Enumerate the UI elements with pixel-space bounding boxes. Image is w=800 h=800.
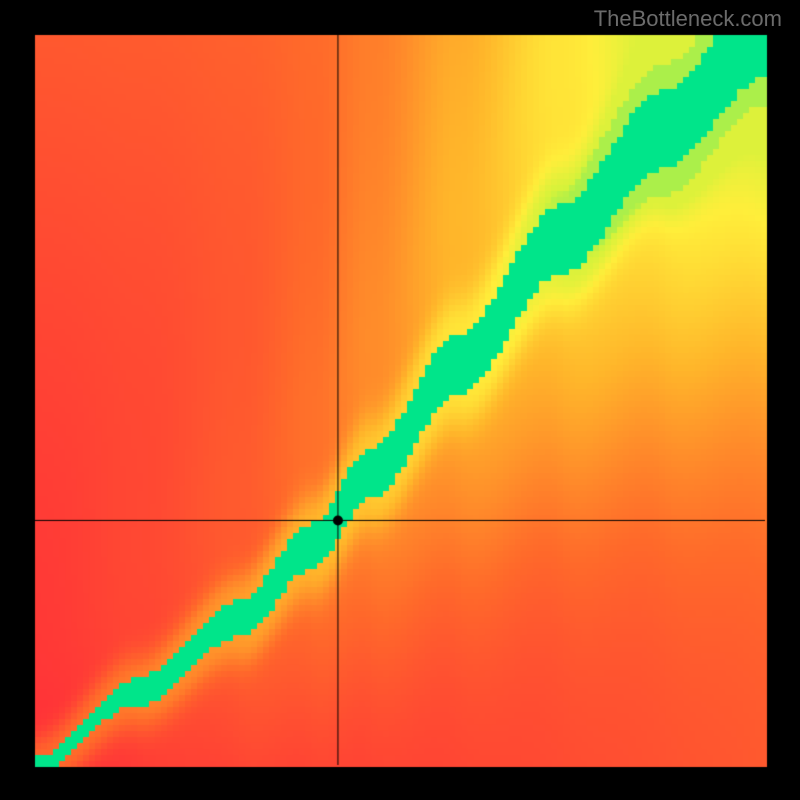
chart-container: TheBottleneck.com xyxy=(0,0,800,800)
watermark-text: TheBottleneck.com xyxy=(594,6,782,32)
heatmap-canvas xyxy=(0,0,800,800)
